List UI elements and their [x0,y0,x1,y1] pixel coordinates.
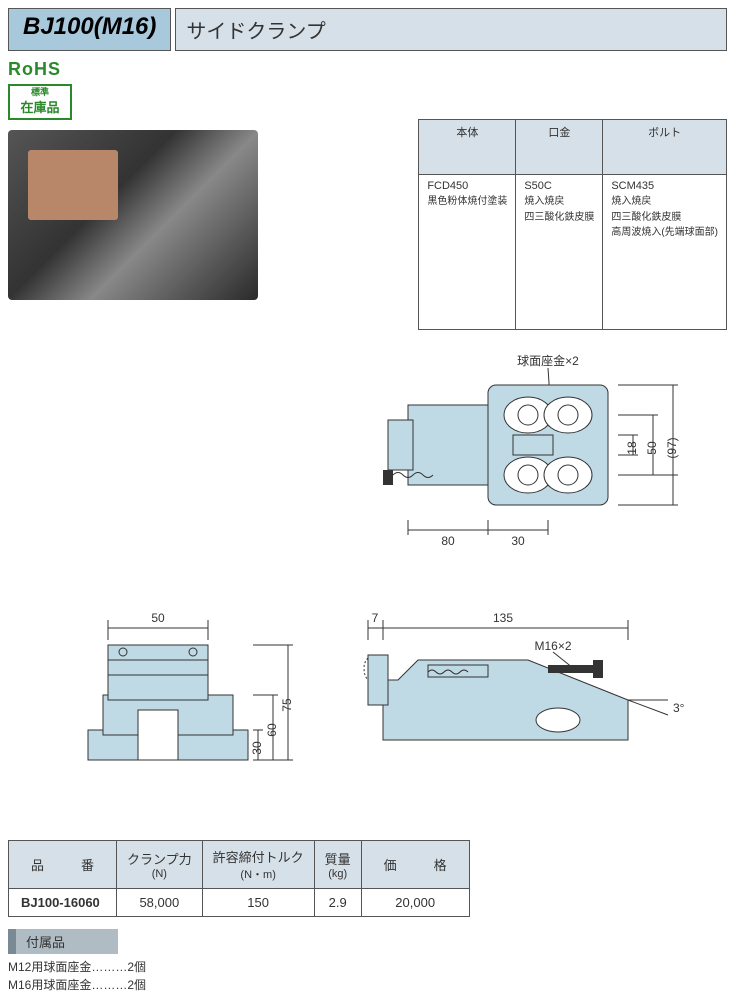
spec-torque: 150 [202,889,314,917]
side-view-drawing: 7 135 M16×2 3° [328,600,708,800]
accessory-header: 付属品 [8,929,118,954]
product-title: サイドクランプ [175,8,727,51]
accessory-item: M16用球面座金………2個 [8,976,727,994]
material-header-body: 本体 [419,120,516,175]
spec-price: 20,000 [361,889,469,917]
front-view-drawing: 50 30 60 75 [48,600,308,800]
spec-mass: 2.9 [314,889,361,917]
top-view-drawing: 球面座金×2 80 30 [328,350,708,560]
material-jaw-cell: S50C 焼入焼戻 四三酸化鉄皮膜 [516,174,603,329]
material-jaw-l3: 四三酸化鉄皮膜 [524,212,594,223]
material-table: 本体 口金 ボルト FCD450 黒色粉体焼付塗装 S50C 焼入焼戻 四三酸化… [418,119,727,330]
spec-header-partno: 品 番 [9,841,117,889]
stock-badge-main: 在庫品 [20,100,59,115]
header-row: BJ100(M16) サイドクランプ [8,8,727,51]
dim-60-fv: 60 [265,723,279,737]
accessory-list: M12用球面座金………2個 M16用球面座金………2個 [8,958,727,994]
dim-50-top: 50 [151,611,165,625]
material-bolt-l3: 四三酸化鉄皮膜 [611,212,681,223]
spec-clamp: 58,000 [117,889,203,917]
spec-header-clamp: クランプ力(N) [117,841,203,889]
dim-18: 18 [625,441,639,455]
product-photo [8,130,288,330]
spec-table: 品 番 クランプ力(N) 許容締付トルク(N・m) 質量(kg) 価 格 BJ1… [8,840,470,917]
material-header-bolt: ボルト [603,120,727,175]
spec-header-torque: 許容締付トルク(N・m) [202,841,314,889]
dim-7: 7 [372,611,379,625]
material-body-l1: FCD450 [427,180,468,192]
label-sphere: 球面座金×2 [517,353,579,368]
material-bolt-cell: SCM435 焼入焼戻 四三酸化鉄皮膜 高周波焼入(先端球面部) [603,174,727,329]
label-m16: M16×2 [534,639,571,653]
top-area: RoHS 標準 在庫品 本体 口金 ボルト FCD450 黒色粉体焼付塗装 S5… [8,59,727,330]
material-bolt-l2: 焼入焼戻 [611,196,651,207]
dim-30-fv: 30 [250,741,264,755]
rohs-badge: RoHS [8,59,288,80]
spec-header-price: 価 格 [361,841,469,889]
material-body-cell: FCD450 黒色粉体焼付塗装 [419,174,516,329]
spec-header-mass: 質量(kg) [314,841,361,889]
dim-135: 135 [493,611,513,625]
dim-80: 80 [441,534,455,548]
technical-drawings: 球面座金×2 80 30 [8,350,727,810]
dim-50: 50 [645,441,659,455]
accessory-item: M12用球面座金………2個 [8,958,727,976]
material-header-jaw: 口金 [516,120,603,175]
material-bolt-l1: SCM435 [611,180,654,192]
dim-97: (97) [665,437,679,458]
material-bolt-l4: 高周波焼入(先端球面部) [611,227,718,238]
stock-badge: 標準 在庫品 [8,84,72,120]
model-number: BJ100(M16) [8,8,171,51]
material-jaw-l1: S50C [524,180,552,192]
stock-badge-small: 標準 [16,88,64,97]
dim-3deg: 3° [673,701,685,715]
spec-partno: BJ100-16060 [9,889,117,917]
material-jaw-l2: 焼入焼戻 [524,196,564,207]
material-body-l2: 黒色粉体焼付塗装 [427,196,507,207]
badges: RoHS 標準 在庫品 [8,59,288,120]
dim-30: 30 [511,534,525,548]
dim-75-fv: 75 [280,698,294,712]
